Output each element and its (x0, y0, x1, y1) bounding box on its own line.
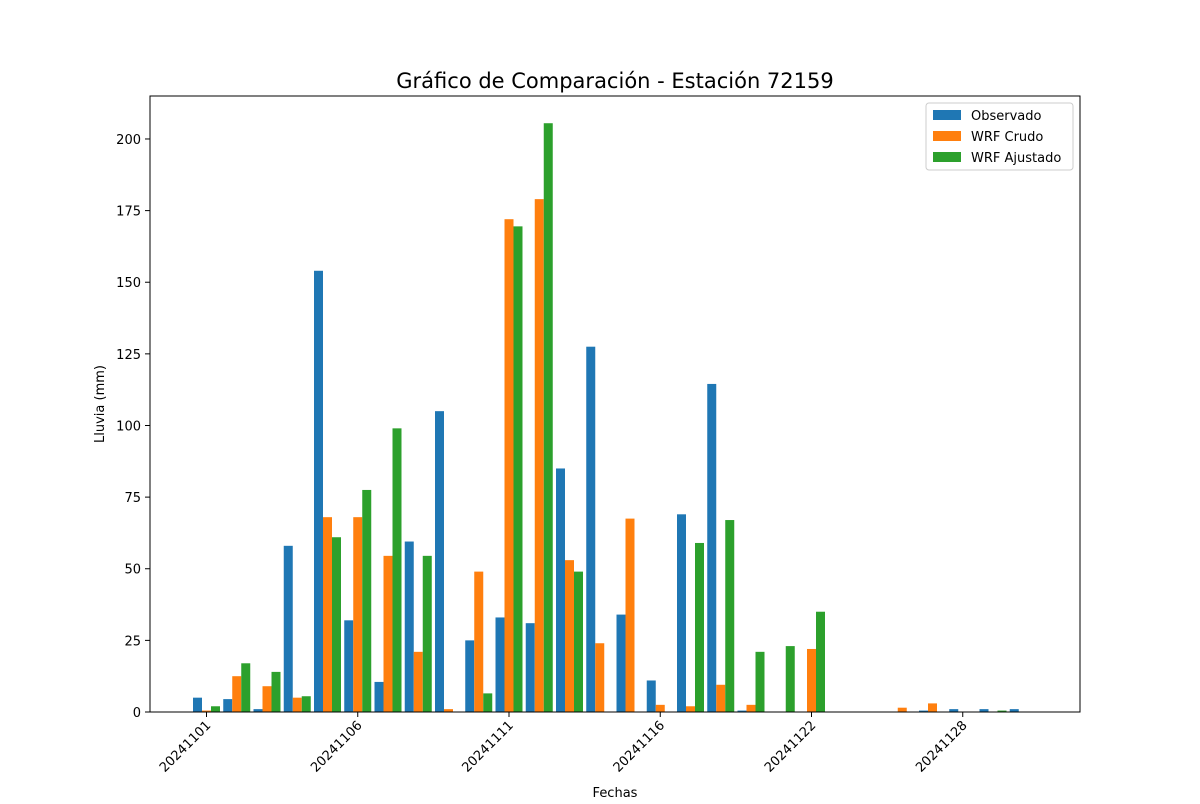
legend: Observado WRF Crudo WRF Ajustado (925, 102, 1074, 171)
bar-wrf-crudo-11 (534, 199, 544, 712)
bar-wrf-ajustado-4 (332, 537, 341, 712)
plot-frame (149, 95, 1081, 713)
bar-wrf-ajustado-16 (695, 542, 704, 712)
bar-wrf-crudo-23 (897, 707, 907, 712)
y-tick-label: 75 (124, 491, 141, 506)
bar-wrf-crudo-18 (746, 704, 756, 712)
bar-wrf-ajustado-26 (997, 710, 1007, 712)
bar-observado-0 (193, 697, 202, 712)
x-axis: 20241101 20241106 20241111 20241116 20241122… (157, 712, 971, 776)
y-tick-label: 50 (124, 563, 141, 578)
y-tick-label: 175 (116, 205, 141, 220)
bar-observado-24 (919, 710, 928, 712)
legend-label-observado: Observado (971, 109, 1042, 124)
x-tick-label: 20241122 (762, 718, 819, 775)
bar-wrf-crudo-4 (323, 517, 332, 712)
bar-observado-3 (283, 545, 293, 712)
bar-wrf-crudo-24 (928, 703, 937, 712)
chart-title: Gráfico de Comparación - Estación 72159 (396, 69, 833, 93)
bar-wrf-ajustado-5 (362, 489, 372, 712)
bar-wrf-ajustado-10 (513, 226, 523, 713)
bar-wrf-crudo-17 (716, 684, 726, 712)
bar-wrf-crudo-3 (292, 697, 302, 712)
legend-swatch-wrf-ajustado (933, 152, 961, 162)
x-axis-label: Fechas (593, 786, 638, 800)
bar-observado-16 (677, 514, 686, 712)
bar-wrf-crudo-5 (353, 517, 363, 712)
x-tick-label: 20241106 (308, 718, 365, 775)
y-tick-label: 0 (133, 706, 141, 721)
y-axis-label: Lluvia (mm) (93, 365, 108, 443)
bar-wrf-crudo-7 (413, 651, 423, 712)
y-tick-label: 125 (116, 348, 141, 363)
bar-observado-10 (495, 617, 505, 712)
bar-observado-11 (525, 623, 535, 712)
bar-wrf-crudo-10 (504, 219, 514, 712)
bar-observado-1 (223, 699, 233, 712)
bar-observado-8 (435, 411, 444, 712)
bar-wrf-crudo-2 (262, 686, 272, 712)
bar-wrf-ajustado-3 (301, 696, 311, 712)
bar-observado-18 (737, 710, 747, 712)
x-tick-label: 20241101 (157, 718, 214, 775)
y-axis: 0 25 50 75 100 125 150 175 200 (116, 133, 150, 721)
bar-wrf-ajustado-7 (422, 555, 432, 712)
bar-observado-14 (616, 614, 626, 712)
bar-observado-4 (314, 270, 323, 712)
bar-wrf-ajustado-17 (725, 520, 735, 712)
y-tick-label: 25 (124, 634, 141, 649)
bar-observado-15 (646, 680, 656, 712)
bar-wrf-crudo-8 (444, 709, 453, 712)
y-tick-label: 200 (116, 133, 141, 148)
bar-wrf-crudo-12 (565, 560, 574, 712)
legend-swatch-wrf-crudo (933, 131, 961, 141)
bar-observado-27 (1009, 709, 1019, 712)
bar-observado-6 (374, 681, 384, 712)
y-tick-label: 150 (116, 276, 141, 291)
bar-wrf-ajustado-18 (755, 651, 765, 712)
bar-observado-9 (465, 640, 475, 712)
bar-wrf-ajustado-0 (211, 706, 220, 712)
bar-wrf-ajustado-19 (785, 646, 795, 712)
bar-wrf-crudo-6 (383, 555, 393, 712)
bar-wrf-crudo-1 (232, 676, 242, 712)
bar-observado-7 (404, 541, 414, 712)
bar-wrf-crudo-14 (625, 518, 635, 712)
bar-observado-25 (949, 709, 959, 712)
legend-label-wrf-ajustado: WRF Ajustado (971, 151, 1061, 166)
bar-wrf-ajustado-2 (271, 671, 281, 712)
legend-swatch-observado (933, 110, 961, 120)
bar-wrf-ajustado-20 (816, 611, 825, 712)
bar-wrf-ajustado-12 (574, 571, 583, 712)
bar-wrf-ajustado-1 (241, 663, 251, 712)
bar-wrf-crudo-20 (807, 648, 816, 712)
bar-wrf-ajustado-6 (392, 428, 402, 712)
bar-wrf-crudo-15 (655, 704, 665, 712)
bar-wrf-crudo-16 (686, 706, 695, 712)
bar-wrf-crudo-9 (474, 571, 484, 712)
bar-observado-2 (253, 709, 263, 712)
x-tick-label: 20241128 (913, 718, 970, 775)
bar-wrf-crudo-13 (595, 643, 605, 712)
bar-wrf-crudo-0 (202, 710, 211, 712)
bar-observado-17 (707, 383, 717, 712)
bar-observado-12 (556, 468, 565, 712)
x-tick-label: 20241116 (611, 718, 668, 775)
bar-wrf-ajustado-9 (483, 693, 493, 712)
legend-frame (925, 102, 1074, 171)
bar-observado-26 (979, 709, 989, 712)
bar-observado-13 (586, 346, 596, 712)
bar-observado-5 (344, 620, 354, 712)
x-tick-label: 20241111 (459, 718, 516, 775)
bars-layer (193, 123, 1019, 713)
y-tick-label: 100 (116, 419, 141, 434)
bar-wrf-ajustado-11 (543, 123, 553, 713)
legend-label-wrf-crudo: WRF Crudo (971, 130, 1043, 145)
